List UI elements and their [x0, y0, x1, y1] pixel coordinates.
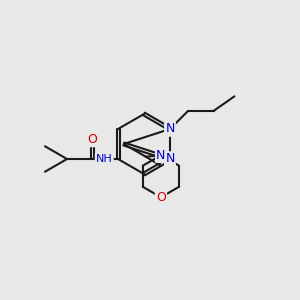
- Text: N: N: [165, 122, 175, 136]
- Text: O: O: [156, 191, 166, 204]
- Text: N: N: [165, 152, 175, 166]
- Text: NH: NH: [96, 154, 112, 164]
- Text: N: N: [156, 149, 166, 162]
- Text: O: O: [88, 133, 98, 146]
